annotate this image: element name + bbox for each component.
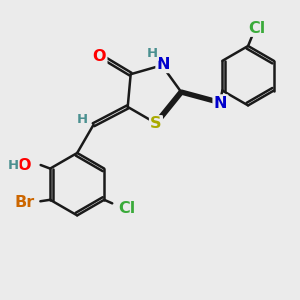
- Text: N: N: [157, 57, 170, 72]
- Text: Cl: Cl: [248, 21, 266, 36]
- Text: Cl: Cl: [118, 201, 135, 216]
- Text: H: H: [147, 47, 158, 60]
- Text: H: H: [8, 158, 19, 172]
- Text: Br: Br: [15, 195, 35, 210]
- Text: O: O: [17, 158, 31, 172]
- Text: S: S: [150, 116, 162, 131]
- Text: N: N: [214, 95, 227, 110]
- Text: O: O: [93, 49, 106, 64]
- Text: H: H: [77, 113, 88, 126]
